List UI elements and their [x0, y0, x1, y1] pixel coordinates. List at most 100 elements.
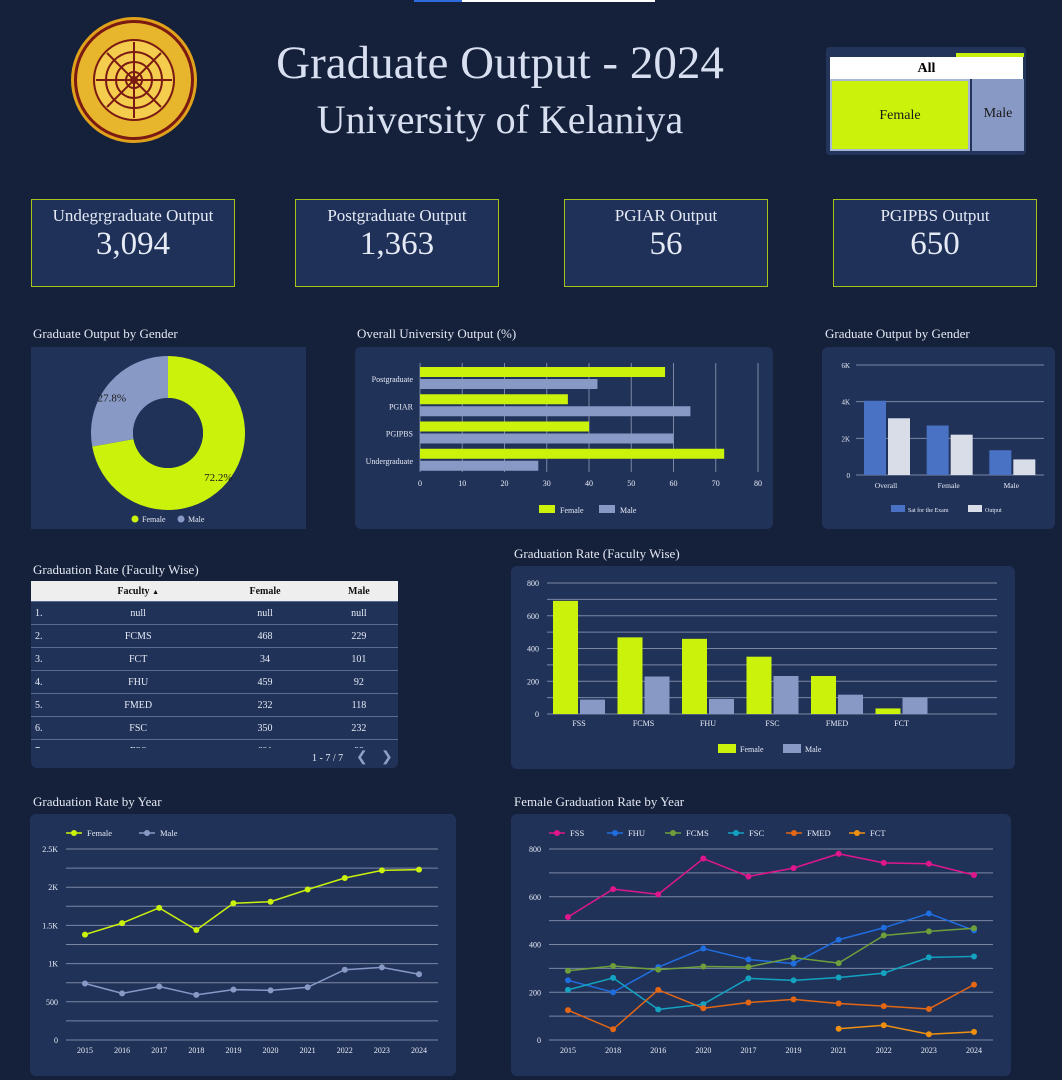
bar-female	[420, 367, 666, 377]
chevron-right-icon[interactable]: ❯	[381, 750, 393, 765]
y-tick-label: 2.5K	[42, 845, 58, 854]
faculty-bar-title: Graduation Rate (Faculty Wise)	[514, 546, 680, 561]
bar-sat	[864, 400, 886, 475]
data-point	[193, 991, 200, 998]
donut-title: Graduate Output by Gender	[33, 326, 178, 341]
data-point	[880, 859, 887, 866]
cell-male: 229	[319, 624, 398, 648]
donut-hole	[133, 398, 203, 468]
legend-label: FMED	[807, 828, 831, 838]
cell-female: 350	[210, 716, 320, 740]
x-tick-label: 2018	[605, 1046, 621, 1055]
series-line-fss	[567, 853, 975, 918]
y-tick-label: 0	[537, 1036, 541, 1045]
bar-male	[420, 379, 598, 389]
table-pager: 1 - 7 / 7 ❮ ❯	[31, 748, 398, 768]
data-point	[416, 971, 422, 978]
table-row[interactable]: 4. FHU 459 92	[31, 670, 398, 694]
cell-faculty: FCT	[66, 647, 211, 671]
table-header-faculty[interactable]: Faculty ▲	[66, 581, 211, 602]
data-point	[82, 931, 88, 938]
x-tick-label: 10	[458, 479, 466, 488]
y-tick-label: 400	[527, 645, 539, 654]
kpi-card-undergraduate: Undegrgraduate Output 3,094	[31, 199, 235, 287]
cell-male: 118	[319, 693, 398, 717]
kpi-label: Postgraduate Output	[327, 206, 467, 225]
data-point	[790, 954, 797, 961]
x-tick-label: 2017	[151, 1046, 167, 1055]
bar-female	[746, 656, 772, 714]
pie-slice-female	[92, 356, 246, 510]
kpi-card-pgipbs: PGIPBS Output 650	[833, 199, 1037, 287]
legend-marker	[131, 515, 139, 523]
legend-marker	[539, 505, 555, 513]
pie-data-label: 27.8%	[98, 393, 126, 405]
x-tick-label: 2018	[188, 1046, 204, 1055]
cell-female: 232	[210, 693, 320, 717]
data-point	[655, 966, 662, 973]
sort-ascending-icon[interactable]: ▲	[152, 587, 159, 596]
table-header-female[interactable]: Female	[210, 581, 320, 602]
filter-male-button[interactable]: Male	[972, 79, 1024, 151]
bar-female	[617, 637, 643, 714]
y-tick-label: 0	[54, 1036, 58, 1045]
table-row[interactable]: 3. FCT 34 101	[31, 647, 398, 671]
cell-faculty: FSC	[66, 716, 211, 740]
legend-label: FCT	[870, 828, 886, 838]
x-tick-label: 2021	[831, 1046, 847, 1055]
pie-data-label: 72.2%	[204, 472, 232, 484]
y-tick-label: 800	[529, 845, 541, 854]
y-tick-label: 200	[529, 988, 541, 997]
data-point	[880, 924, 887, 931]
x-tick-label: Male	[1004, 481, 1020, 490]
data-point	[835, 960, 842, 967]
legend-marker	[718, 744, 736, 753]
y-tick-label: PGIPBS	[386, 430, 413, 439]
data-point	[655, 891, 662, 898]
data-point	[119, 990, 126, 997]
table-header-male[interactable]: Male	[319, 581, 398, 602]
bar-sat	[989, 450, 1012, 475]
legend-marker	[670, 830, 676, 836]
bar-sat	[926, 425, 949, 475]
row-index: 6.	[31, 716, 66, 740]
legend-label: Male	[620, 506, 637, 515]
x-tick-label: FSS	[572, 719, 585, 728]
data-point	[745, 963, 752, 970]
page-nav-bar	[414, 0, 655, 2]
table-row[interactable]: 6. FSC 350 232	[31, 716, 398, 740]
data-point	[790, 960, 797, 967]
x-tick-label: 2015	[560, 1046, 576, 1055]
legend-label: Male	[805, 745, 822, 754]
data-point	[610, 1026, 617, 1033]
data-point	[304, 886, 311, 893]
year-line-chart: 0 500 1K 1.5K 2K 2.5K 2015 2016 2017 2018 2019 2020…	[30, 814, 456, 1076]
table-row[interactable]: 5. FMED 232 118	[31, 693, 398, 717]
table-row[interactable]: 1. null null null	[31, 601, 398, 625]
cell-male: 101	[319, 647, 398, 671]
overall-bar-chart: 0 10 20 30 40 50 60 70 80 Postgraduate PGIAR PGIPBS…	[355, 347, 773, 529]
gender-filter: All Female Male	[826, 47, 1026, 155]
legend-marker	[733, 830, 739, 836]
data-point	[82, 980, 88, 987]
chevron-left-icon[interactable]: ❮	[356, 750, 368, 765]
row-index: 1.	[31, 601, 66, 625]
page-nav-selected[interactable]	[414, 0, 462, 2]
cell-male: null	[319, 601, 398, 625]
x-tick-label: Female	[938, 481, 961, 490]
table-row[interactable]: 2. FCMS 468 229	[31, 624, 398, 648]
row-index: 4.	[31, 670, 66, 694]
y-tick-label: 600	[527, 612, 539, 621]
overall-title: Overall University Output (%)	[357, 326, 517, 341]
x-tick-label: 2023	[921, 1046, 937, 1055]
bar-male	[902, 697, 928, 714]
filter-all-button[interactable]: All	[830, 57, 1023, 79]
data-point	[971, 953, 977, 960]
cell-female: 468	[210, 624, 320, 648]
legend-marker	[144, 830, 150, 836]
bar-female	[875, 708, 901, 714]
filter-female-button[interactable]: Female	[830, 79, 970, 151]
series-line-fmed	[567, 983, 975, 1031]
data-point	[745, 873, 752, 880]
data-point	[610, 962, 617, 969]
